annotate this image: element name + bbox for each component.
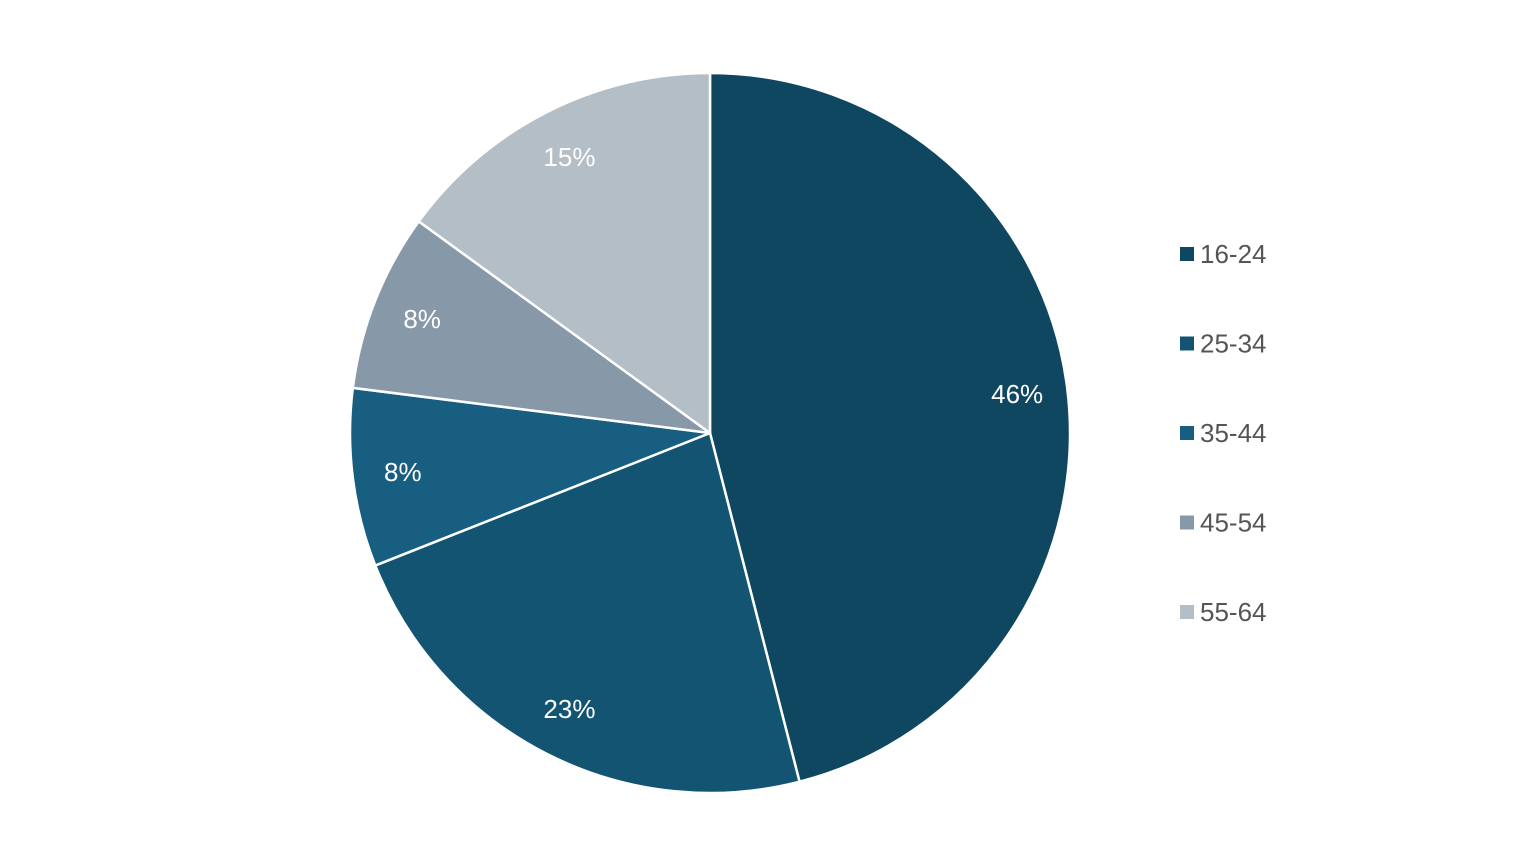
legend-swatch-35-44 — [1180, 426, 1194, 440]
pie-slice-label-25-34: 23% — [543, 694, 595, 724]
pie-slice-35-44 — [348, 386, 712, 567]
legend-label-55-64: 55-64 — [1200, 597, 1267, 627]
pie-slice-label-55-64: 15% — [543, 142, 595, 172]
legend-label-35-44: 35-44 — [1200, 418, 1267, 448]
pie-slice-55-64 — [417, 71, 712, 435]
legend-swatch-25-34 — [1180, 336, 1194, 351]
legend-label-45-54: 45-54 — [1200, 508, 1267, 538]
legend-swatch-55-64 — [1180, 605, 1194, 619]
pie-slice-labels: 46% 23% 8% 8% 15% — [384, 142, 1043, 724]
pie-slice-25-34 — [374, 431, 801, 795]
pie-slice-16-24 — [708, 71, 1072, 783]
legend: 16-24 25-34 35-44 45-54 55-64 — [1180, 239, 1267, 627]
legend-label-16-24: 16-24 — [1200, 239, 1267, 269]
legend-swatch-45-54 — [1180, 515, 1194, 530]
legend-swatch-16-24 — [1180, 247, 1194, 261]
pie-slice-label-16-24: 46% — [991, 379, 1043, 409]
pie-slice-45-54 — [351, 220, 712, 435]
pie-slice-label-35-44: 8% — [384, 457, 422, 487]
legend-label-25-34: 25-34 — [1200, 329, 1267, 359]
pie-slice-label-45-54: 8% — [403, 304, 441, 334]
pie-slices — [348, 71, 1072, 795]
